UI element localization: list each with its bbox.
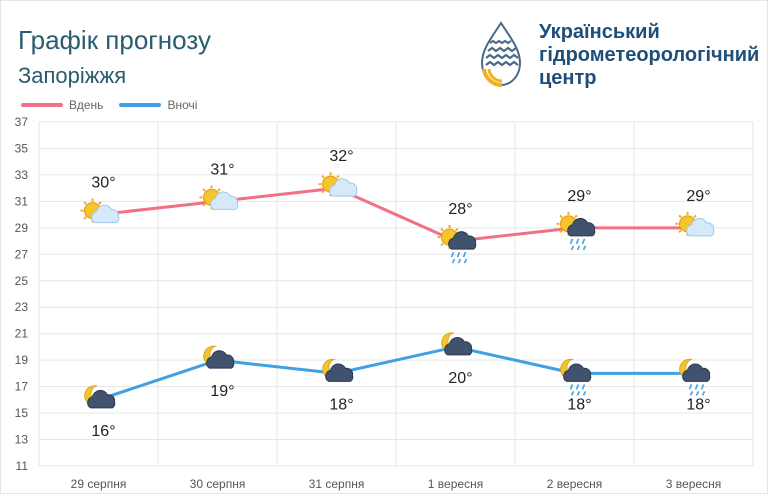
night-temp-label: 18° — [686, 396, 710, 413]
x-tick-label: 30 серпня — [190, 477, 246, 491]
sun-cloud-icon — [80, 198, 120, 224]
sun-cloud-icon — [318, 172, 358, 197]
organization-name: Український гідрометеорологічний центр — [539, 21, 759, 90]
night-temp-label: 18° — [329, 396, 353, 413]
org-line-3: центр — [539, 67, 597, 89]
day-temp-label: 32° — [329, 148, 353, 165]
moon-cloud-icon — [203, 345, 235, 369]
night-temp-label: 18° — [567, 396, 591, 413]
moon-rain-cloud-icon — [679, 358, 711, 396]
y-tick-label: 25 — [15, 274, 29, 288]
org-line-1: Український — [539, 21, 660, 43]
moon-cloud-icon — [322, 358, 354, 382]
day-temp-label: 29° — [567, 188, 591, 205]
y-tick-label: 17 — [15, 380, 29, 394]
y-tick-label: 37 — [15, 115, 29, 129]
legend-swatch-day — [21, 103, 63, 107]
night-temp-label: 19° — [210, 383, 234, 400]
legend-item-day[interactable]: Вдень — [21, 98, 103, 112]
y-tick-label: 29 — [15, 221, 29, 235]
x-tick-label: 29 серпня — [71, 477, 127, 491]
y-tick-label: 23 — [15, 300, 29, 314]
day-temp-label: 30° — [91, 175, 115, 192]
y-tick-label: 13 — [15, 433, 29, 447]
day-temp-label: 28° — [448, 201, 472, 218]
x-tick-label: 3 вересня — [666, 477, 721, 491]
y-tick-label: 19 — [15, 353, 29, 367]
night-series-line — [98, 345, 694, 402]
moon-cloud-icon — [84, 385, 116, 409]
sun-cloud-icon — [199, 185, 239, 210]
x-tick-label: 2 вересня — [547, 477, 602, 491]
y-tick-label: 11 — [16, 459, 29, 473]
day-temp-label: 29° — [686, 188, 710, 205]
sun-rain-cloud-icon — [556, 211, 596, 251]
night-temp-label: 16° — [91, 423, 115, 440]
y-tick-label: 31 — [15, 194, 29, 208]
y-tick-label: 35 — [15, 141, 29, 155]
hydromet-logo-icon — [480, 21, 522, 87]
org-line-2: гідрометеорологічний — [539, 44, 760, 66]
y-tick-label: 33 — [15, 168, 29, 182]
chart-legend: Вдень Вночі — [21, 98, 213, 112]
day-temp-label: 31° — [210, 161, 234, 178]
moon-rain-cloud-icon — [560, 358, 592, 396]
y-tick-label: 21 — [15, 327, 29, 341]
night-temp-label: 20° — [448, 370, 472, 387]
sun-rain-cloud-icon — [437, 225, 477, 264]
legend-swatch-night — [119, 103, 162, 107]
x-tick-label: 31 серпня — [309, 477, 365, 491]
city-subtitle: Запоріжжя — [18, 63, 127, 88]
sun-cloud-icon — [675, 211, 715, 237]
page-title: Графік прогнозу — [18, 25, 211, 55]
x-tick-label: 1 вересня — [428, 477, 483, 491]
y-tick-label: 15 — [15, 406, 29, 420]
legend-label-day: Вдень — [69, 98, 104, 112]
y-tick-label: 27 — [15, 247, 29, 261]
legend-item-night[interactable]: Вночі — [119, 98, 197, 112]
legend-label-night: Вночі — [167, 98, 198, 112]
moon-cloud-icon — [441, 332, 473, 356]
